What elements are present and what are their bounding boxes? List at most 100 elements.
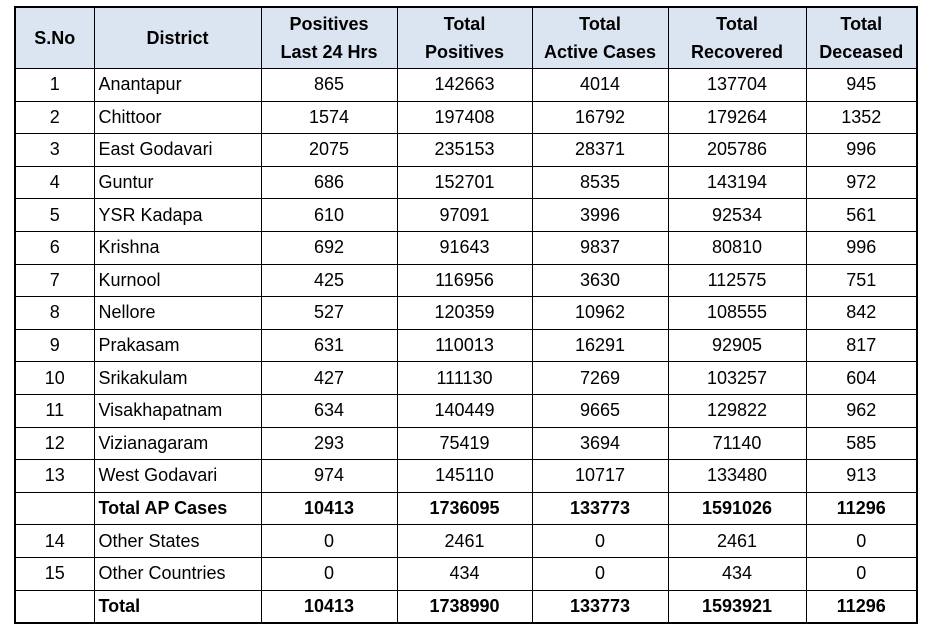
- count-cell: 1591026: [667, 491, 807, 526]
- count-cell: 75419: [396, 426, 533, 461]
- count-cell: 1738990: [396, 589, 533, 624]
- header-cell: District: [93, 6, 262, 69]
- district-name: Krishna: [93, 230, 262, 265]
- count-cell: 751: [805, 263, 918, 298]
- table-row: 14 Other States 0 2461 0 2461 0: [14, 524, 918, 558]
- count-cell: 142663: [396, 68, 533, 102]
- serial-number: 5: [14, 198, 95, 232]
- count-cell: 11296: [805, 589, 918, 624]
- count-cell: 0: [805, 524, 918, 558]
- count-cell: 996: [805, 133, 918, 167]
- count-cell: 91643: [396, 230, 533, 265]
- serial-number: 6: [14, 230, 95, 265]
- count-cell: 97091: [396, 198, 533, 232]
- empty-cell: [14, 589, 95, 624]
- district-name: Other Countries: [93, 556, 262, 591]
- serial-number: 1: [14, 68, 95, 102]
- serial-number: 11: [14, 393, 95, 428]
- count-cell: 817: [805, 328, 918, 363]
- count-cell: 10717: [531, 459, 669, 493]
- table-row: Total 10413 1738990 133773 1593921 11296: [14, 589, 918, 624]
- count-cell: 1352: [805, 100, 918, 135]
- serial-number: 7: [14, 263, 95, 298]
- count-cell: 865: [260, 68, 398, 102]
- count-cell: 16291: [531, 328, 669, 363]
- count-cell: 11296: [805, 491, 918, 526]
- table-row: 6 Krishna 692 91643 9837 80810 996: [14, 230, 918, 265]
- count-cell: 610: [260, 198, 398, 232]
- count-cell: 692: [260, 230, 398, 265]
- header-cell: Total Recovered: [667, 6, 807, 69]
- count-cell: 143194: [667, 165, 807, 200]
- table-row: 1 Anantapur 865 142663 4014 137704 945: [14, 68, 918, 102]
- header-text: Recovered: [690, 42, 784, 62]
- count-cell: 3630: [531, 263, 669, 298]
- header-text: Total: [443, 14, 486, 34]
- serial-number: 12: [14, 426, 95, 461]
- count-cell: 2075: [260, 133, 398, 167]
- count-cell: 80810: [667, 230, 807, 265]
- district-name: Guntur: [93, 165, 262, 200]
- count-cell: 527: [260, 296, 398, 330]
- count-cell: 92534: [667, 198, 807, 232]
- table-row: 9 Prakasam 631 110013 16291 92905 817: [14, 328, 918, 363]
- count-cell: 140449: [396, 393, 533, 428]
- count-cell: 2461: [396, 524, 533, 558]
- count-cell: 0: [260, 556, 398, 591]
- serial-number: 2: [14, 100, 95, 135]
- count-cell: 133773: [531, 589, 669, 624]
- table-row: 4 Guntur 686 152701 8535 143194 972: [14, 165, 918, 200]
- serial-number: 4: [14, 165, 95, 200]
- count-cell: 16792: [531, 100, 669, 135]
- count-cell: 205786: [667, 133, 807, 167]
- header-text: Total: [840, 14, 883, 34]
- count-cell: 137704: [667, 68, 807, 102]
- count-cell: 71140: [667, 426, 807, 461]
- count-cell: 103257: [667, 361, 807, 395]
- serial-number: 3: [14, 133, 95, 167]
- district-name: YSR Kadapa: [93, 198, 262, 232]
- count-cell: 972: [805, 165, 918, 200]
- table-row: 5 YSR Kadapa 610 97091 3996 92534 561: [14, 198, 918, 232]
- header-text: Positives: [424, 42, 505, 62]
- table-row: Total AP Cases 10413 1736095 133773 1591026 1…: [14, 491, 918, 526]
- count-cell: 108555: [667, 296, 807, 330]
- table-row: 2 Chittoor 1574 197408 16792 179264 1352: [14, 100, 918, 135]
- district-name: Anantapur: [93, 68, 262, 102]
- count-cell: 145110: [396, 459, 533, 493]
- count-cell: 686: [260, 165, 398, 200]
- table-row: 13 West Godavari 974 145110 10717 133480 913: [14, 459, 918, 493]
- count-cell: 235153: [396, 133, 533, 167]
- count-cell: 3996: [531, 198, 669, 232]
- header-row: S.No District Positives Last 24 Hrs Total Pos…: [14, 6, 918, 69]
- count-cell: 0: [531, 524, 669, 558]
- header-text: Active Cases: [543, 42, 657, 62]
- count-cell: 945: [805, 68, 918, 102]
- count-cell: 152701: [396, 165, 533, 200]
- header-cell: Total Positives: [396, 6, 533, 69]
- cases-table: S.No District Positives Last 24 Hrs Total Pos…: [14, 6, 918, 624]
- district-name: Other States: [93, 524, 262, 558]
- serial-number: 10: [14, 361, 95, 395]
- count-cell: 561: [805, 198, 918, 232]
- header-cell: Total Active Cases: [531, 6, 669, 69]
- district-name: Srikakulam: [93, 361, 262, 395]
- header-text: Total: [579, 14, 621, 34]
- table-row: 7 Kurnool 425 116956 3630 112575 751: [14, 263, 918, 298]
- district-name: Chittoor: [93, 100, 262, 135]
- district-name: East Godavari: [93, 133, 262, 167]
- count-cell: 634: [260, 393, 398, 428]
- count-cell: 604: [805, 361, 918, 395]
- header-cell: S.No: [14, 6, 95, 69]
- table-row: 11 Visakhapatnam 634 140449 9665 129822 962: [14, 393, 918, 428]
- count-cell: 2461: [667, 524, 807, 558]
- count-cell: 425: [260, 263, 398, 298]
- table-body: 1 Anantapur 865 142663 4014 137704 945 2 Chittoo…: [14, 68, 918, 624]
- count-cell: 9837: [531, 230, 669, 265]
- count-cell: 120359: [396, 296, 533, 330]
- serial-number: 9: [14, 328, 95, 363]
- count-cell: 129822: [667, 393, 807, 428]
- count-cell: 116956: [396, 263, 533, 298]
- count-cell: 7269: [531, 361, 669, 395]
